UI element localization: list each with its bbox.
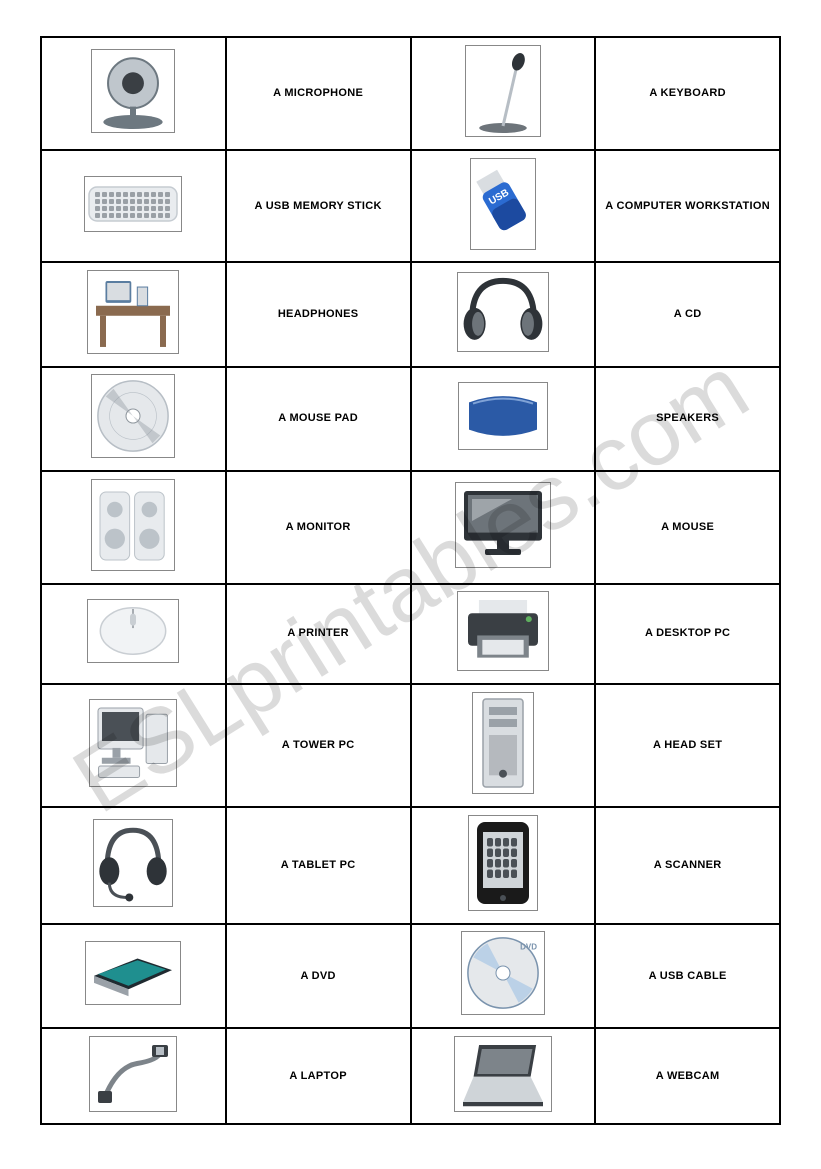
microphone-icon [465,45,541,137]
headphones-icon [457,272,549,352]
label-cell: A LAPTOP [226,1028,411,1124]
svg-text:DVD: DVD [520,943,537,952]
table-row: A LAPTOP A WEBCAM [41,1028,780,1124]
label-cell: A MOUSE PAD [226,367,411,471]
headset-icon [93,819,173,907]
cd-icon [91,374,175,458]
headphones-image-cell [411,262,596,366]
towerpc-icon [472,692,534,794]
label-cell: A HEAD SET [595,684,780,807]
table-row: A USB MEMORY STICK USB A COMPUTER WORKSTAT… [41,150,780,263]
label-cell: A USB MEMORY STICK [226,150,411,263]
mouse-icon [87,599,179,663]
keyboard-icon [84,176,182,232]
webcam-image-cell [41,37,226,150]
table-row: A PRINTER A DESKTOP PC [41,584,780,684]
tabletpc-image-cell [411,807,596,924]
desktoppc-image-cell [41,684,226,807]
table-row: A TABLET PC A SCANNER [41,807,780,924]
dvd-image-cell: DVD [411,924,596,1028]
mouse-image-cell [41,584,226,684]
mousepad-icon [458,382,548,450]
mousepad-image-cell [411,367,596,471]
label-cell: A DVD [226,924,411,1028]
laptop-icon [454,1036,552,1112]
table-row: A MICROPHONE A KEYBOARD [41,37,780,150]
label-cell: A DESKTOP PC [595,584,780,684]
laptop-image-cell [411,1028,596,1124]
table-row: A TOWER PC A HEAD SET [41,684,780,807]
keyboard-image-cell [41,150,226,263]
domino-table: A MICROPHONEA KEYBOARDA USB MEMORY STICK… [40,36,781,1125]
table-row: A DVD DVD A USB CABLE [41,924,780,1028]
speakers-image-cell [41,471,226,584]
label-cell: A MICROPHONE [226,37,411,150]
label-cell: A TABLET PC [226,807,411,924]
label-cell: A SCANNER [595,807,780,924]
microphone-image-cell [411,37,596,150]
table-row: HEADPHONES A CD [41,262,780,366]
label-cell: A MONITOR [226,471,411,584]
tabletpc-icon [468,815,538,911]
label-cell: A PRINTER [226,584,411,684]
usbcable-icon [89,1036,177,1112]
label-cell: A COMPUTER WORKSTATION [595,150,780,263]
table-row: A MOUSE PAD SPEAKERS [41,367,780,471]
label-cell: A TOWER PC [226,684,411,807]
scanner-icon [85,941,181,1005]
workstation-icon [87,270,179,354]
label-cell: A MOUSE [595,471,780,584]
printer-icon [457,591,549,671]
label-cell: A WEBCAM [595,1028,780,1124]
workstation-image-cell [41,262,226,366]
webcam-icon [91,49,175,133]
dvd-icon: DVD [461,931,545,1015]
desktoppc-icon [89,699,177,787]
label-cell: A USB CABLE [595,924,780,1028]
headset-image-cell [41,807,226,924]
label-cell: A CD [595,262,780,366]
cd-image-cell [41,367,226,471]
scanner-image-cell [41,924,226,1028]
worksheet-page: A MICROPHONEA KEYBOARDA USB MEMORY STICK… [0,0,821,1169]
domino-tbody: A MICROPHONEA KEYBOARDA USB MEMORY STICK… [41,37,780,1124]
label-cell: SPEAKERS [595,367,780,471]
monitor-icon [455,482,551,568]
table-row: A MONITOR A MOUSE [41,471,780,584]
towerpc-image-cell [411,684,596,807]
printer-image-cell [411,584,596,684]
usbstick-image-cell: USB [411,150,596,263]
label-cell: HEADPHONES [226,262,411,366]
usbcable-image-cell [41,1028,226,1124]
label-cell: A KEYBOARD [595,37,780,150]
usbstick-icon: USB [470,158,536,250]
monitor-image-cell [411,471,596,584]
speakers-icon [91,479,175,571]
